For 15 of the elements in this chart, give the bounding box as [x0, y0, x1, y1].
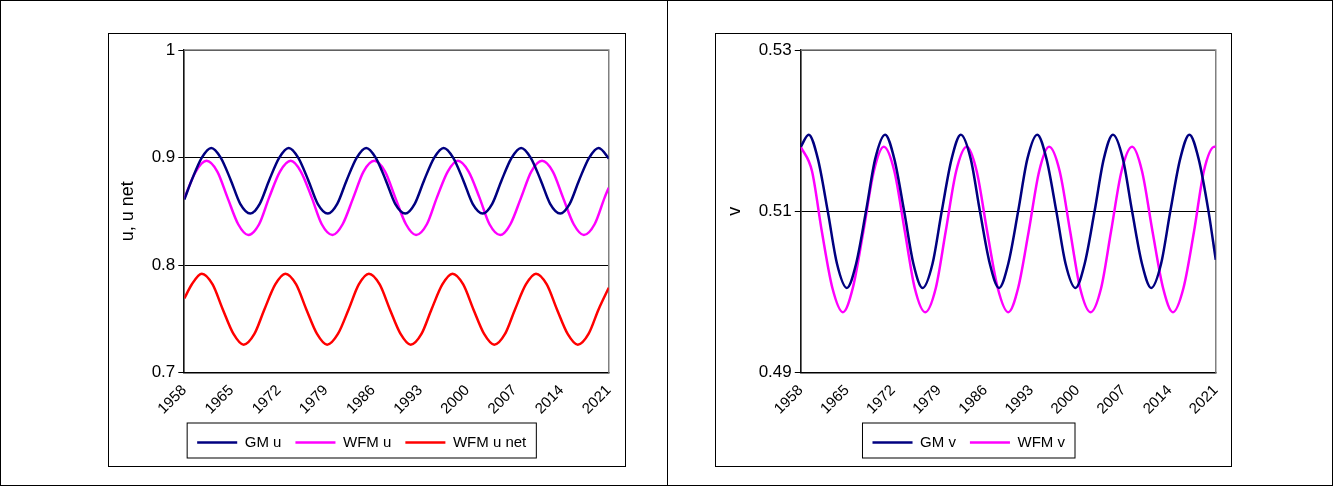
- y-tick-label: 1: [165, 39, 176, 59]
- y-axis-title: u, u net: [116, 181, 137, 242]
- y-tick-label: 0.51: [758, 201, 792, 221]
- legend-label: WFM u: [342, 432, 392, 450]
- y-tick-label: 0.9: [151, 147, 176, 167]
- y-tick-label: 0.7: [151, 362, 176, 382]
- legend-label: WFM v: [1016, 432, 1065, 450]
- y-axis-title: v: [723, 206, 744, 216]
- line-series: [184, 272, 609, 346]
- y-tick-label: 0.8: [151, 254, 176, 274]
- legend-label: WFM u net: [452, 432, 528, 450]
- legend-label: GM v: [919, 432, 956, 450]
- y-tick-label: 0.49: [758, 362, 792, 382]
- legend-label: GM u: [244, 432, 282, 450]
- y-tick-label: 0.53: [758, 39, 792, 59]
